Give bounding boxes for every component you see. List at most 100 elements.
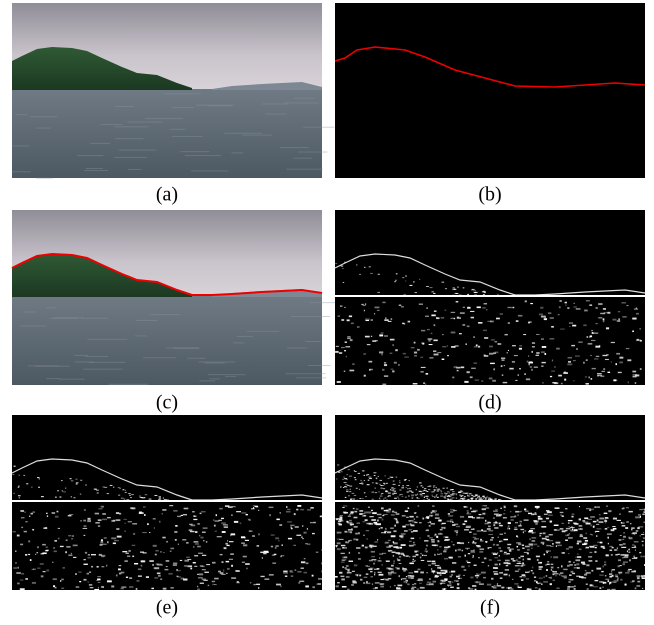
- edge-speck: [597, 506, 600, 509]
- edge-speck: [388, 568, 393, 570]
- edge-speck: [498, 547, 502, 550]
- edge-speck: [348, 495, 350, 497]
- edge-speck: [395, 273, 398, 275]
- edge-speck: [405, 280, 407, 282]
- edge-speck: [447, 513, 451, 515]
- edge-speck: [361, 303, 364, 306]
- edge-speck: [483, 576, 486, 579]
- edge-speck: [634, 587, 637, 590]
- edge-speck: [45, 549, 49, 552]
- edge-speck: [482, 512, 486, 515]
- edge-speck: [363, 309, 365, 312]
- edge-speck: [444, 495, 447, 497]
- edge-speck: [298, 582, 301, 584]
- edge-speck: [441, 358, 445, 361]
- edge-speck: [507, 349, 509, 352]
- edge-speck: [560, 382, 563, 385]
- edge-speck: [337, 471, 341, 473]
- edge-speck: [493, 499, 495, 501]
- edge-speck: [377, 291, 380, 293]
- edge-speck: [464, 554, 466, 557]
- edge-speck: [340, 561, 345, 563]
- edge-speck: [639, 340, 642, 342]
- edge-speck: [379, 479, 383, 481]
- edge-speck: [370, 550, 376, 553]
- edge-speck: [528, 543, 534, 545]
- edge-speck: [405, 581, 408, 584]
- edge-speck: [59, 545, 64, 548]
- edge-speck: [475, 344, 478, 347]
- edge-speck: [165, 560, 170, 562]
- edge-speck: [576, 567, 580, 569]
- edge-speck: [467, 494, 469, 496]
- edge-speck: [452, 491, 455, 493]
- edge-speck: [403, 580, 406, 583]
- edge-speck: [377, 571, 382, 573]
- edge-speck: [563, 577, 567, 579]
- edge-speck: [487, 547, 490, 550]
- edge-speck: [419, 582, 422, 584]
- edge-outline: [334, 253, 646, 296]
- edge-speck: [481, 291, 485, 293]
- edge-speck: [137, 568, 142, 571]
- edge-speck: [144, 514, 146, 516]
- edge-speck: [420, 559, 425, 561]
- edge-speck: [530, 302, 533, 305]
- edge-speck: [431, 511, 436, 513]
- edge-speck: [407, 507, 410, 510]
- edge-speck: [221, 517, 224, 520]
- edge-speck: [240, 536, 246, 539]
- edge-speck: [494, 351, 499, 354]
- edge-speck: [454, 530, 459, 532]
- wave: [115, 138, 144, 140]
- edge-speck: [461, 500, 464, 502]
- edge-speck: [560, 328, 565, 330]
- edge-speck: [602, 318, 605, 321]
- edge-speck: [429, 521, 432, 523]
- edge-speck: [448, 494, 450, 496]
- edge-speck: [504, 559, 510, 562]
- edge-speck: [364, 519, 368, 522]
- edge-speck: [555, 545, 557, 548]
- wave: [187, 357, 206, 359]
- edge-speck: [180, 577, 184, 580]
- edge-speck: [540, 541, 545, 544]
- edge-speck: [211, 580, 216, 583]
- edge-speck: [454, 292, 457, 294]
- edge-speck: [190, 567, 193, 570]
- edge-speck: [610, 529, 615, 532]
- edge-speck: [412, 555, 416, 558]
- edge-speck: [456, 525, 461, 528]
- edge-speck: [442, 487, 445, 489]
- edge-speck: [458, 499, 461, 501]
- edge-speck: [341, 318, 345, 321]
- edge-speck: [387, 578, 392, 580]
- edge-speck: [256, 545, 260, 547]
- wave: [224, 132, 262, 134]
- edge-speck: [360, 481, 364, 483]
- edge-speck: [476, 500, 479, 502]
- edge-speck: [252, 505, 258, 507]
- edge-speck: [419, 537, 421, 539]
- edge-speck: [503, 553, 508, 555]
- edge-speck: [419, 556, 422, 559]
- edge-speck: [485, 498, 487, 500]
- edge-speck: [594, 530, 597, 533]
- edge-speck: [466, 525, 471, 528]
- edge-speck: [353, 516, 358, 519]
- edge-speck: [364, 546, 368, 549]
- edge-speck: [378, 560, 382, 562]
- edge-speck: [487, 522, 491, 524]
- edge-speck: [123, 518, 127, 520]
- edge-speck: [243, 544, 248, 547]
- edge-speck: [317, 583, 321, 585]
- edge-speck: [244, 539, 249, 541]
- edge-speck: [474, 538, 480, 540]
- edge-speck: [261, 557, 263, 560]
- edge-speck: [395, 513, 400, 515]
- edge-speck: [462, 523, 466, 525]
- edge-speck: [621, 507, 624, 510]
- edge-speck: [100, 539, 103, 542]
- edge-speck: [343, 556, 348, 558]
- edge-speck: [38, 486, 40, 488]
